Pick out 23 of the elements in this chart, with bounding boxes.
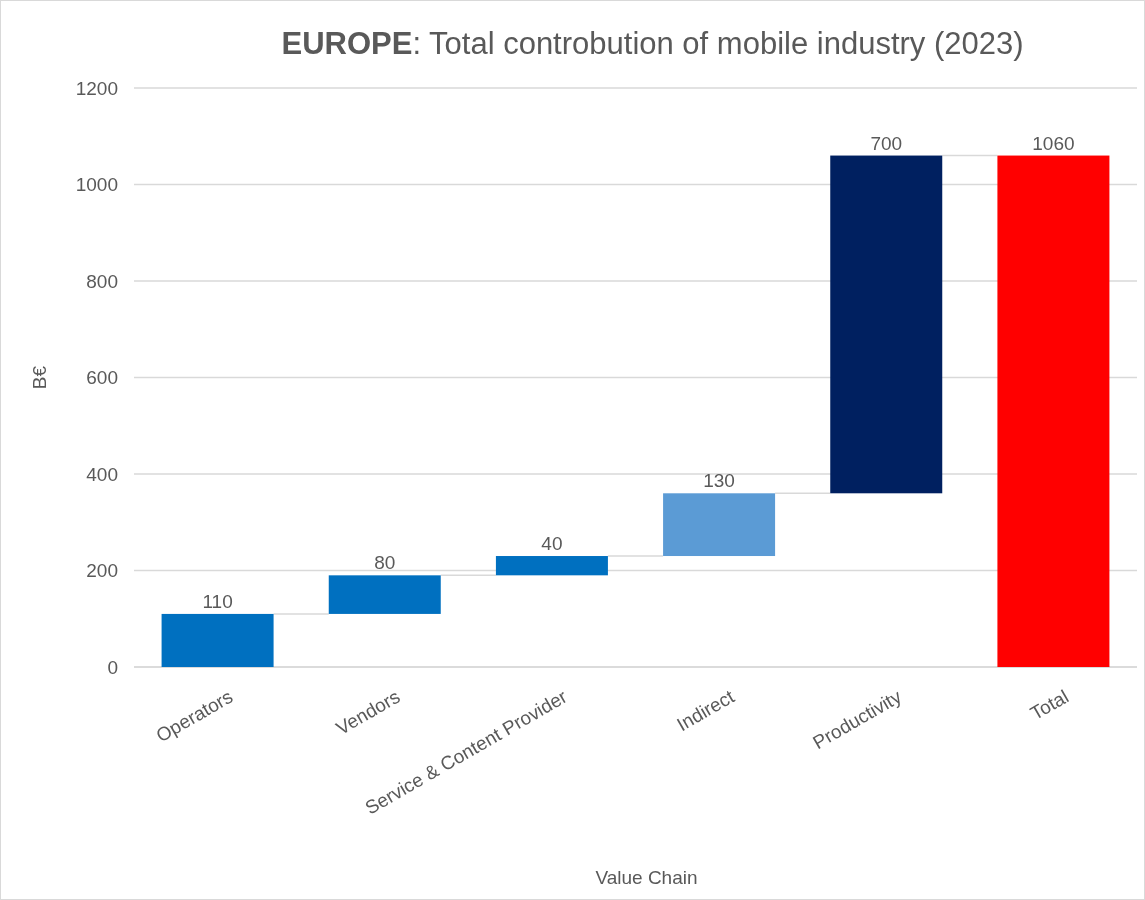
y-axis-title: B€ <box>29 365 50 390</box>
data-label: 40 <box>541 533 563 555</box>
data-label: 80 <box>374 552 396 574</box>
data-label: 700 <box>870 132 903 154</box>
bar <box>663 493 776 557</box>
bar <box>495 556 608 576</box>
bar <box>830 155 943 494</box>
bar <box>997 155 1110 667</box>
chart-title: EUROPE: Total controbution of mobile industry (2023) <box>281 26 1024 61</box>
bar <box>328 575 441 614</box>
y-tick-label: 600 <box>86 367 118 389</box>
bar <box>161 613 274 667</box>
y-tick-label: 200 <box>86 560 118 582</box>
data-label: 1060 <box>1032 132 1075 154</box>
y-tick-label: 1000 <box>75 174 118 196</box>
y-tick-label: 0 <box>107 656 118 678</box>
data-label: 130 <box>703 470 735 492</box>
x-tick-label: Total <box>1026 685 1073 725</box>
x-axis-title: Value Chain <box>595 867 698 888</box>
y-tick-label: 400 <box>86 463 118 485</box>
y-tick-label: 1200 <box>75 77 118 99</box>
data-label: 110 <box>202 590 233 612</box>
y-tick-label: 800 <box>86 270 118 292</box>
